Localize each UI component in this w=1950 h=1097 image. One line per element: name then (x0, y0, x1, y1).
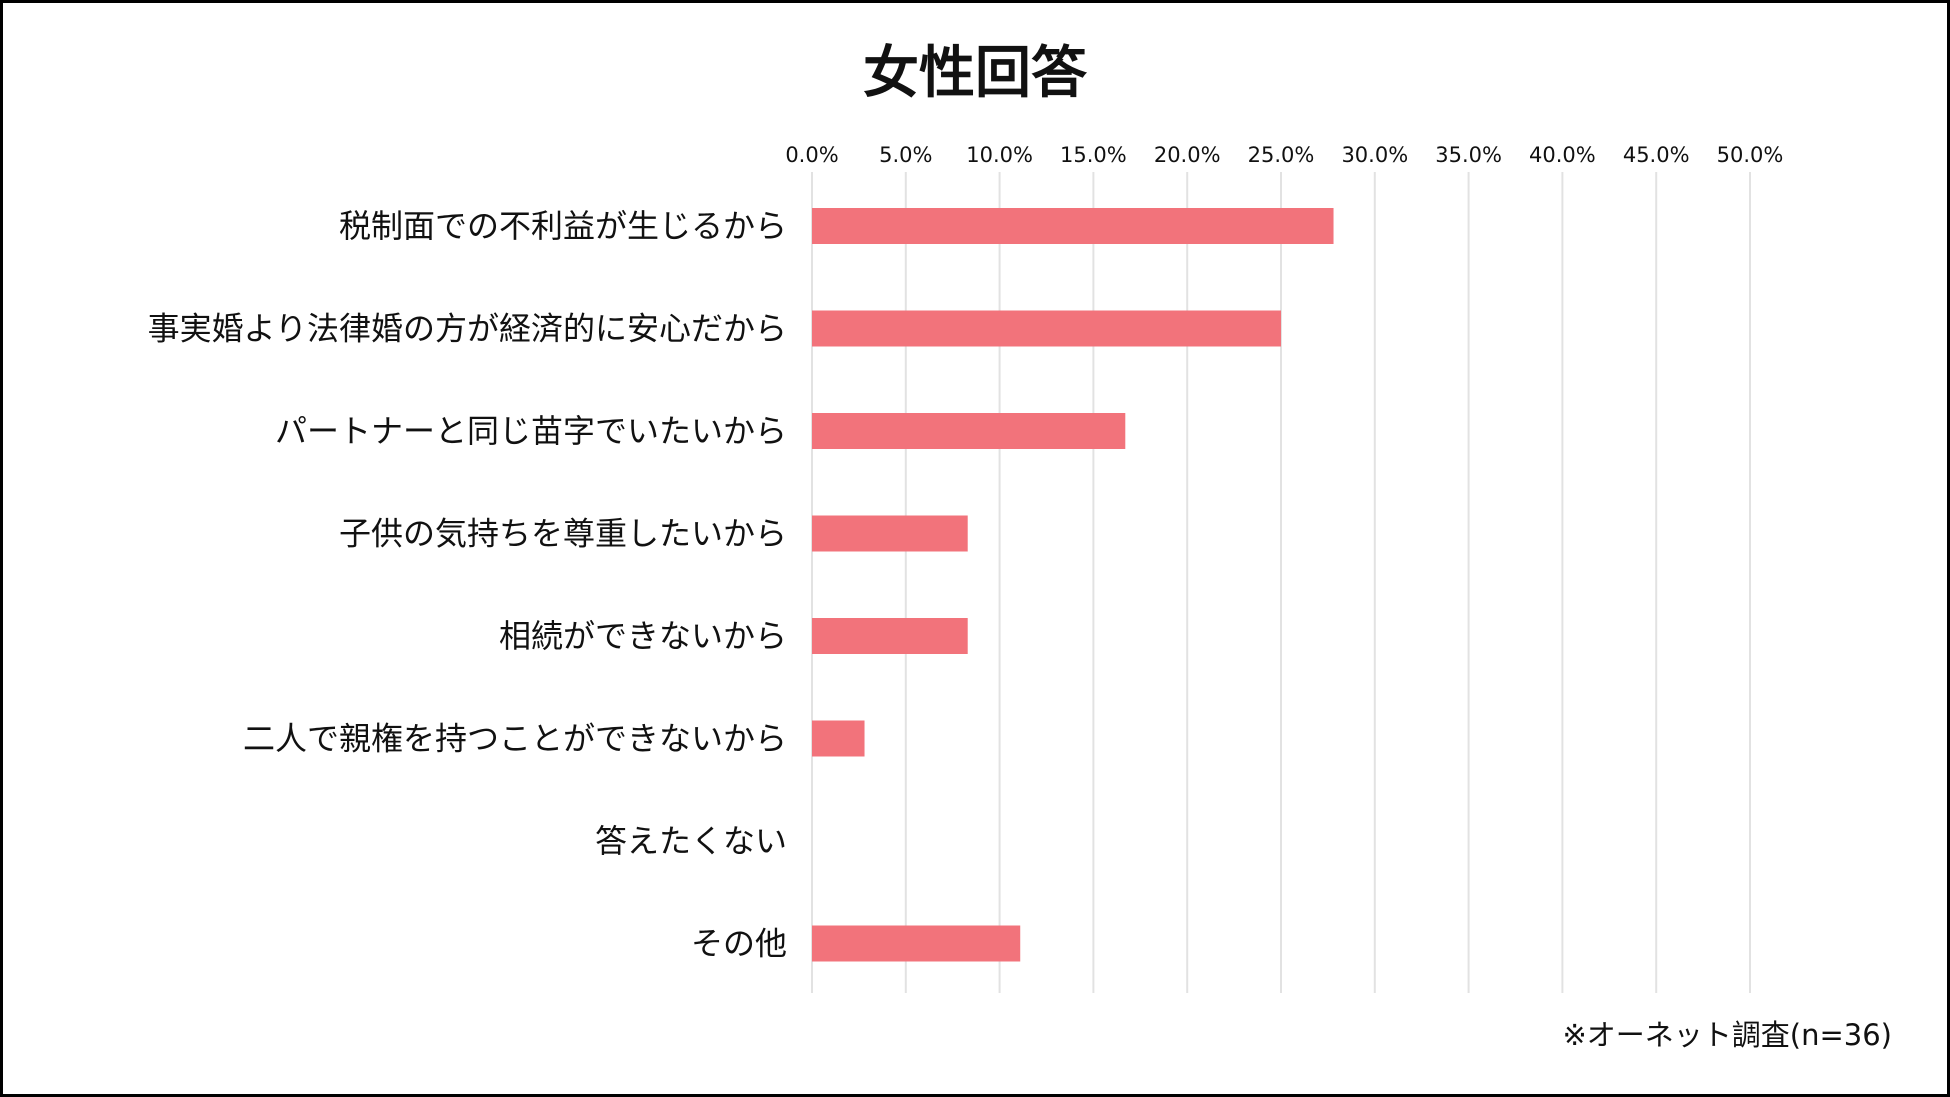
chart-title: 女性回答 (863, 41, 1087, 106)
bar (812, 208, 1334, 244)
gridlines (811, 172, 1751, 993)
x-tick-label: 20.0% (1154, 143, 1221, 167)
category-label: 二人で親権を持つことができないから (243, 720, 787, 758)
x-tick-label: 30.0% (1341, 143, 1408, 167)
x-tick-label: 40.0% (1529, 143, 1596, 167)
x-tick-label: 0.0% (785, 143, 838, 167)
category-label: 答えたくない (595, 822, 787, 860)
x-tick-label: 15.0% (1060, 143, 1127, 167)
category-labels: 税制面での不利益が生じるから事実婚より法律婚の方が経済的に安心だからパートナーと… (148, 207, 787, 963)
category-label: パートナーと同じ苗字でいたいから (275, 412, 787, 450)
x-tick-label: 25.0% (1248, 143, 1315, 167)
bar (812, 720, 865, 757)
x-tick-label: 50.0% (1717, 143, 1784, 167)
bar (812, 515, 968, 552)
x-tick-label: 10.0% (966, 143, 1033, 167)
bar (812, 413, 1126, 449)
x-tick-label: 35.0% (1435, 143, 1502, 167)
category-label: 税制面での不利益が生じるから (339, 207, 787, 245)
bars (812, 208, 1334, 962)
category-label: 子供の気持ちを尊重したいから (339, 515, 787, 553)
category-label: その他 (691, 925, 787, 963)
x-tick-labels: 0.0% 5.0% 10.0% 15.0% 20.0% 25.0% 30.0% 35.0% 40… (785, 143, 1783, 167)
bar (812, 310, 1281, 347)
x-tick-label: 5.0% (879, 143, 932, 167)
category-label: 事実婚より法律婚の方が経済的に安心だから (148, 310, 787, 348)
bar (812, 618, 968, 654)
category-label: 相続ができないから (499, 617, 787, 655)
bar (812, 925, 1021, 962)
source-note: ※オーネット調査(n=36) (1562, 1018, 1892, 1052)
x-tick-label: 45.0% (1623, 143, 1690, 167)
